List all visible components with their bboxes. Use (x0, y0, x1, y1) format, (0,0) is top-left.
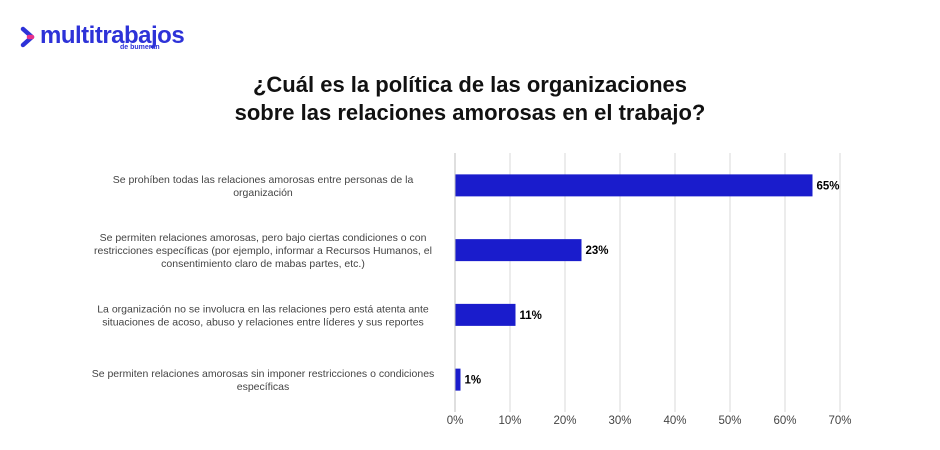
bar (455, 303, 516, 326)
category-label-line: situaciones de acoso, abuso y relaciones… (102, 316, 424, 328)
category-label-line: organización (233, 187, 293, 199)
category-label: Se prohíben todas las relaciones amorosa… (113, 174, 414, 199)
data-label: 11% (520, 310, 542, 322)
category-label-line: consentimiento claro de mabas partes, et… (161, 258, 365, 270)
logo-wordmark: multitrabajos (40, 22, 185, 49)
category-label-line: La organización no se involucra en las r… (97, 303, 429, 315)
category-label: Se permiten relaciones amorosas sin impo… (92, 368, 435, 393)
category-label: Se permiten relaciones amorosas, pero ba… (94, 232, 432, 270)
x-tick-label: 60% (773, 415, 796, 427)
logo: multitrabajos de bumeran (20, 22, 190, 58)
category-label-line: Se permiten relaciones amorosas, pero ba… (100, 232, 427, 244)
x-tick-label: 50% (718, 415, 741, 427)
logo-tagline: de bumeran (120, 44, 160, 51)
x-tick-label: 30% (608, 415, 631, 427)
bar (455, 174, 813, 197)
x-tick-label: 10% (498, 415, 521, 427)
x-tick-label: 40% (663, 415, 686, 427)
category-label-line: Se prohíben todas las relaciones amorosa… (113, 174, 414, 186)
bar (455, 368, 461, 391)
x-tick-label: 20% (553, 415, 576, 427)
chart-title-line-1: ¿Cuál es la política de las organizacion… (252, 72, 688, 97)
category-label-line: restricciones específicas (por ejemplo, … (94, 245, 432, 257)
bar (455, 239, 582, 262)
data-label: 23% (586, 245, 609, 257)
data-label: 65% (817, 180, 840, 192)
data-label: 1% (465, 375, 482, 387)
category-label-line: específicas (237, 381, 290, 393)
category-label: La organización no se involucra en las r… (97, 303, 429, 328)
x-tick-label: 70% (828, 415, 851, 427)
x-tick-label: 0% (447, 415, 464, 427)
chart-title-line-2: sobre las relaciones amorosas en el trab… (234, 100, 706, 125)
logo-arrow-icon (20, 26, 35, 48)
category-label-line: Se permiten relaciones amorosas sin impo… (92, 368, 435, 380)
